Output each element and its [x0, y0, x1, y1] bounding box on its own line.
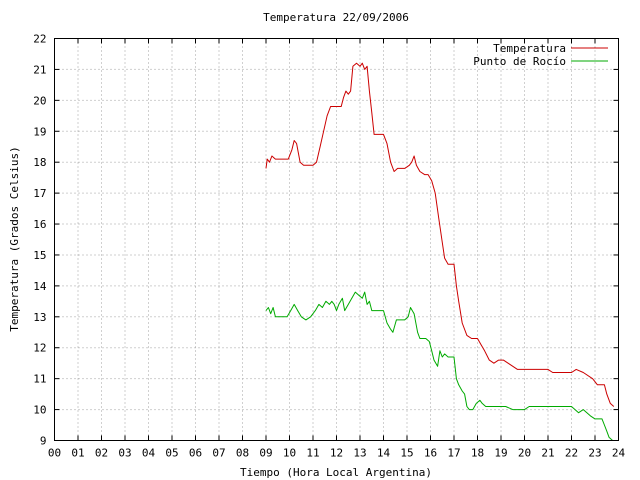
x-tick-label: 08 — [236, 447, 249, 460]
x-tick-label: 17 — [447, 447, 460, 460]
x-tick-label: 04 — [142, 447, 156, 460]
legend-label-temperatura: Temperatura — [493, 42, 566, 55]
x-tick-label: 09 — [259, 447, 272, 460]
y-tick-label: 15 — [33, 249, 46, 262]
y-tick-label: 18 — [33, 156, 46, 169]
chart-title: Temperatura 22/09/2006 — [263, 11, 409, 24]
x-tick-label: 24 — [612, 447, 626, 460]
x-tick-label: 02 — [95, 447, 108, 460]
y-tick-label: 12 — [33, 342, 46, 355]
x-axis: 00 01 02 03 04 05 06 07 08 09 10 11 12 13 14 15 16 17 18 19… — [48, 38, 626, 460]
x-tick-label: 00 — [48, 447, 61, 460]
x-tick-label: 11 — [306, 447, 319, 460]
plot-frame — [54, 38, 619, 441]
x-tick-label: 20 — [518, 447, 531, 460]
y-axis-title: Temperatura (Grados Celsius) — [8, 146, 21, 331]
x-tick-label: 22 — [565, 447, 578, 460]
x-tick-label: 06 — [189, 447, 202, 460]
x-tick-label: 03 — [118, 447, 131, 460]
x-tick-label: 14 — [377, 447, 391, 460]
y-tick-label: 11 — [33, 373, 46, 386]
x-tick-label: 15 — [400, 447, 413, 460]
x-tick-label: 13 — [353, 447, 366, 460]
x-tick-label: 16 — [424, 447, 437, 460]
y-tick-label: 20 — [33, 94, 46, 107]
x-axis-title: Tiempo (Hora Local Argentina) — [240, 466, 432, 479]
y-tick-label: 17 — [33, 187, 46, 200]
x-tick-label: 19 — [494, 447, 507, 460]
y-tick-label: 22 — [33, 33, 46, 46]
y-tick-label: 21 — [33, 63, 46, 76]
series-line-punto-de-rocio — [265, 291, 613, 441]
x-tick-label: 23 — [588, 447, 601, 460]
y-tick-label: 14 — [33, 280, 47, 293]
y-tick-label: 19 — [33, 125, 46, 138]
x-tick-label: 07 — [212, 447, 225, 460]
x-tick-label: 18 — [471, 447, 484, 460]
series-group — [265, 62, 615, 441]
y-axis: 9 10 11 12 13 14 15 16 17 18 19 20 21 22 — [33, 33, 619, 448]
x-tick-label: 01 — [71, 447, 84, 460]
x-tick-label: 10 — [283, 447, 296, 460]
grid — [54, 38, 619, 441]
x-tick-label: 12 — [330, 447, 343, 460]
series-line-temperatura — [265, 62, 615, 407]
y-tick-label: 16 — [33, 218, 46, 231]
y-tick-label: 13 — [33, 311, 46, 324]
legend-label-punto-de-rocio: Punto de Rocío — [473, 55, 566, 68]
y-tick-label: 10 — [33, 404, 46, 417]
legend: Temperatura Punto de Rocío — [473, 42, 608, 68]
y-tick-label: 9 — [40, 435, 47, 448]
x-tick-label: 21 — [541, 447, 554, 460]
x-tick-label: 05 — [165, 447, 178, 460]
